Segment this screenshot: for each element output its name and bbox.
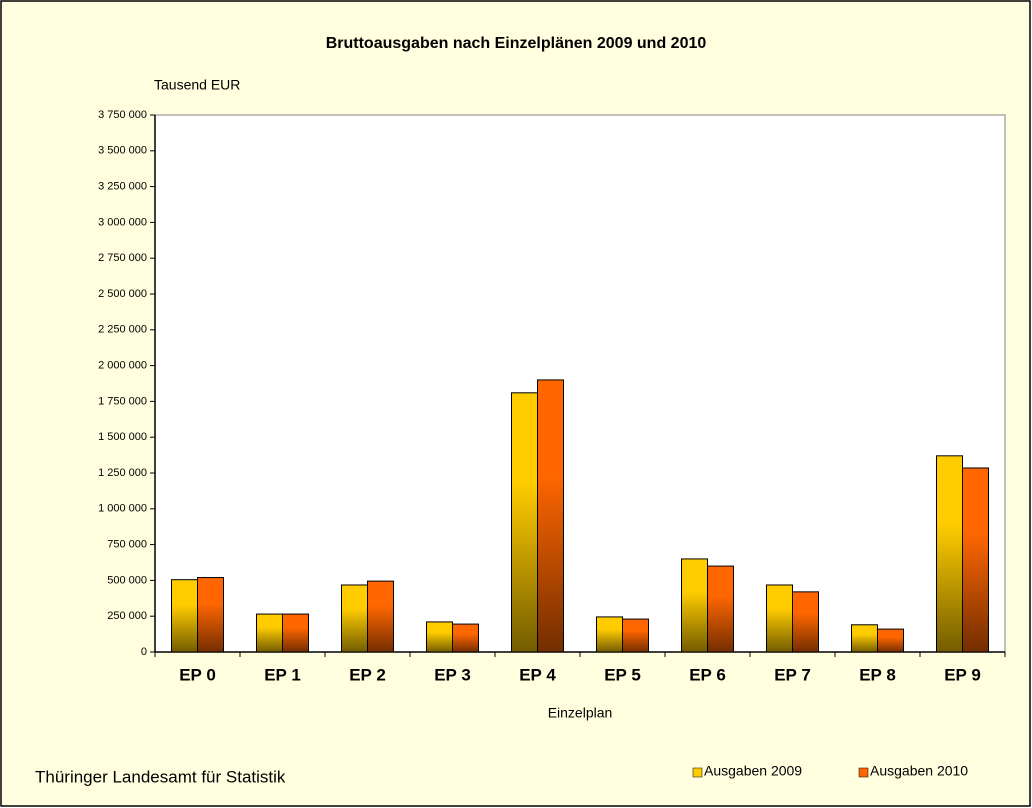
y-tick-label: 2 000 000 (98, 360, 147, 372)
x-tick-label: EP 7 (774, 665, 811, 684)
bar (936, 455, 963, 653)
y-tick-label: 2 500 000 (98, 288, 147, 300)
y-tick-label: 3 250 000 (98, 181, 147, 193)
x-axis-label: Einzelplan (548, 705, 613, 721)
legend-label: Ausgaben 2009 (704, 763, 802, 779)
y-tick-label: 1 000 000 (98, 503, 147, 515)
bar (282, 613, 309, 653)
bar (171, 579, 198, 653)
bar (452, 623, 479, 653)
y-tick-label: 750 000 (107, 539, 147, 551)
x-tick-label: EP 1 (264, 665, 301, 684)
y-tick-label: 3 000 000 (98, 216, 147, 228)
bar (426, 621, 453, 653)
x-tick-label: EP 2 (349, 665, 386, 684)
chart-title: Bruttoausgaben nach Einzelplänen 2009 un… (326, 35, 707, 52)
bar (596, 616, 623, 653)
bar (766, 584, 793, 653)
legend-swatch (692, 767, 703, 778)
y-tick-label: 2 750 000 (98, 252, 147, 264)
source-note: Thüringer Landesamt für Statistik (35, 767, 286, 786)
y-axis-label: Tausend EUR (154, 77, 240, 93)
y-tick-label: 3 750 000 (98, 109, 147, 121)
x-tick-label: EP 3 (434, 665, 471, 684)
bar (707, 565, 734, 653)
bar (792, 591, 819, 653)
x-tick-label: EP 4 (519, 665, 556, 684)
bar (537, 379, 564, 653)
bar (341, 584, 368, 653)
y-tick-label: 1 750 000 (98, 395, 147, 407)
bar (197, 577, 224, 653)
bar (367, 580, 394, 653)
x-tick-label: EP 9 (944, 665, 981, 684)
bar (511, 392, 538, 653)
legend-label: Ausgaben 2010 (870, 763, 968, 779)
bar (681, 558, 708, 653)
y-tick-label: 1 250 000 (98, 467, 147, 479)
bar (962, 467, 989, 653)
y-tick-label: 250 000 (107, 610, 147, 622)
y-tick-label: 500 000 (107, 574, 147, 586)
x-tick-label: EP 6 (689, 665, 726, 684)
x-tick-label: EP 5 (604, 665, 641, 684)
bar (851, 624, 878, 653)
x-tick-label: EP 0 (179, 665, 216, 684)
bar (877, 628, 904, 653)
bar (256, 613, 283, 653)
y-tick-label: 1 500 000 (98, 431, 147, 443)
x-tick-label: EP 8 (859, 665, 896, 684)
legend-swatch (858, 767, 869, 778)
y-tick-label: 2 250 000 (98, 324, 147, 336)
bar (622, 618, 649, 653)
plot-area (154, 114, 1006, 653)
y-tick-label: 3 500 000 (98, 145, 147, 157)
y-tick-label: 0 (141, 646, 147, 658)
